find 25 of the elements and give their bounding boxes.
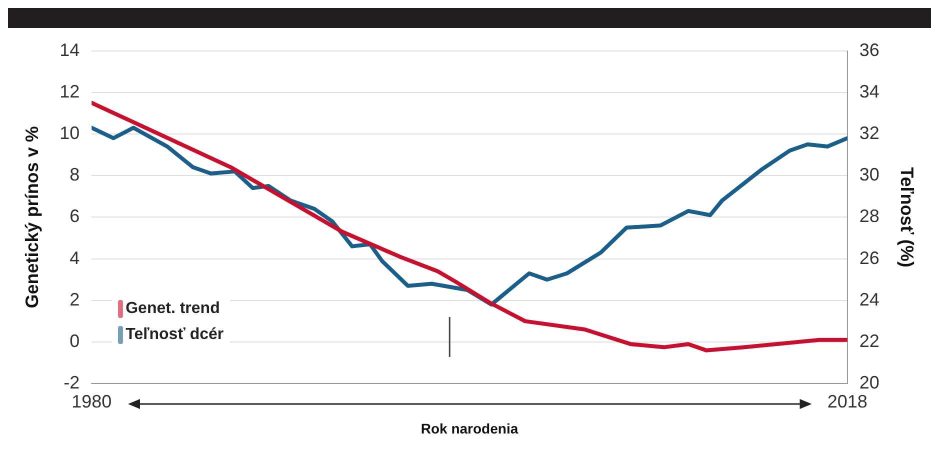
y2-tick-label: 26 <box>859 248 880 268</box>
y-tick-label: 10 <box>60 122 80 143</box>
y2-tick-label: 22 <box>859 330 880 351</box>
y2-axis-title: Teľnosť (%) <box>897 167 918 268</box>
y-axis-title: Genetický prínos v % <box>22 126 42 308</box>
y2-tick-label: 24 <box>859 289 880 310</box>
y-tick-label: 4 <box>70 248 80 268</box>
y2-tick-label: 30 <box>859 164 880 185</box>
y-tick-label: 2 <box>70 289 80 310</box>
y-tick-label: 14 <box>60 40 80 60</box>
y2-tick-label: 28 <box>859 206 880 226</box>
y-tick-label: 0 <box>70 330 80 351</box>
x-axis-title: Rok narodenia <box>420 420 518 436</box>
y2-tick-label: 32 <box>859 122 880 143</box>
legend-label: Teľnosť dcér <box>126 325 224 346</box>
legend-label: Genet. trend <box>126 299 220 320</box>
y-tick-label: 6 <box>70 206 80 226</box>
x-tick-label: 1980 <box>72 391 112 412</box>
y-tick-label: 8 <box>70 164 80 185</box>
y-tick-label: -2 <box>64 372 80 393</box>
y2-tick-label: 20 <box>859 372 880 393</box>
y2-tick-label: 34 <box>859 81 880 102</box>
y2-tick-label: 36 <box>859 40 880 60</box>
y-tick-label: 12 <box>60 81 80 102</box>
x-tick-label: 2018 <box>827 391 868 412</box>
